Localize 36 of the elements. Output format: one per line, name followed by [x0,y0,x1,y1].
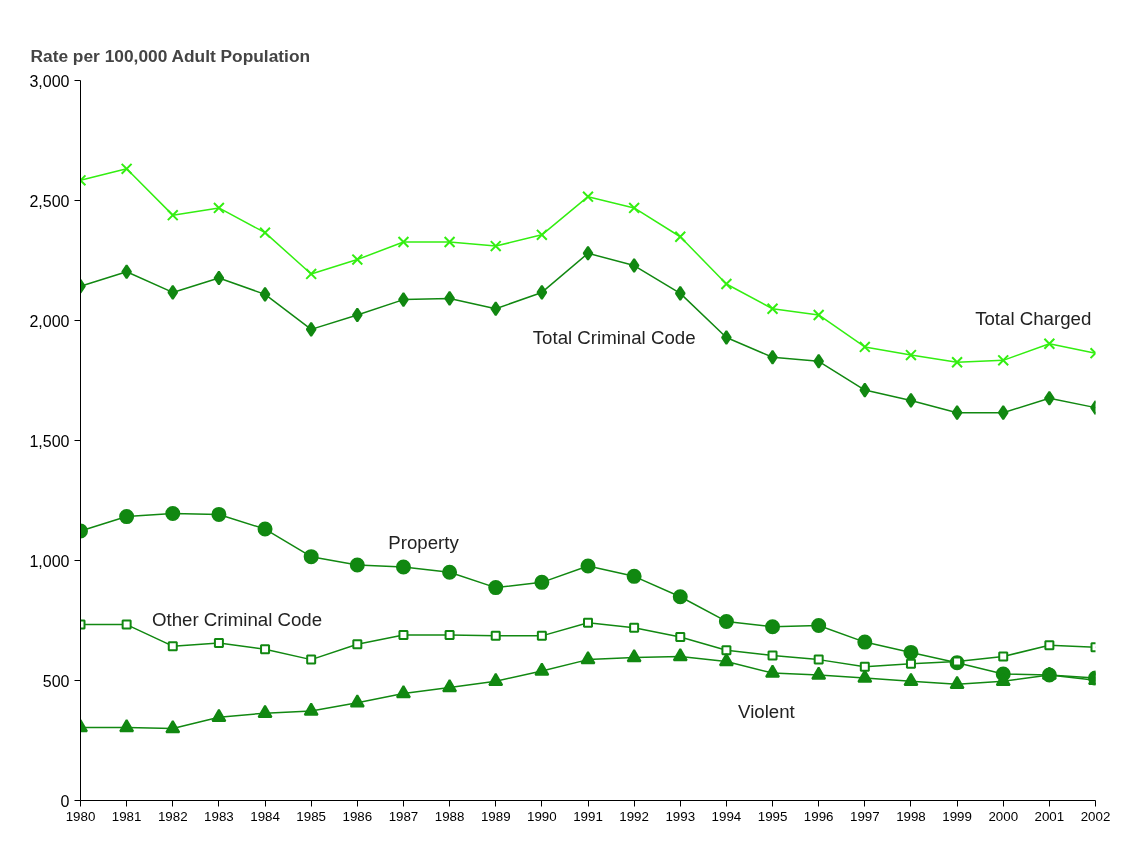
x-tick-label: 1997 [849,808,880,824]
y-tick-label: 500 [42,672,70,690]
x-tick-label: 1998 [896,808,926,824]
x-tick-label: 1999 [942,808,972,824]
x-tick-label: 1993 [665,808,696,824]
y-tick-label: 0 [60,792,70,810]
x-tick-label: 1989 [480,808,511,824]
y-tick-label: 3,000 [29,72,70,90]
series-label: Property [388,531,460,553]
x-tick-label: 2000 [988,808,1019,824]
x-tick-label: 1996 [803,808,834,824]
x-tick-label: 1982 [157,808,188,824]
x-tick-label: 1981 [111,808,142,824]
y-tick-label: 1,000 [29,552,70,570]
series-label: Total Charged [975,307,1092,329]
y-tick-label: 1,500 [29,432,70,450]
x-tick-label: 1983 [204,808,234,824]
x-tick-label: 1990 [527,808,557,824]
x-tick-label: 2001 [1034,808,1065,824]
y-tick-label: 2,500 [29,192,70,210]
series-label: Violent [738,701,796,723]
series-label: Other Criminal Code [152,608,323,630]
x-tick-label: 1985 [296,808,327,824]
series-label: Total Criminal Code [532,327,696,349]
x-tick-label: 1992 [619,808,649,824]
x-tick-label: 1991 [573,808,603,824]
y-tick-label: 2,000 [29,312,70,330]
x-tick-label: 1988 [434,808,465,824]
x-tick-label: 1987 [388,808,419,824]
y-axis-title: Rate per 100,000 Adult Population [30,45,311,66]
x-tick-label: 1995 [757,808,788,824]
x-tick-label: 1986 [342,808,373,824]
x-tick-label: 1984 [250,808,281,824]
x-tick-label: 2002 [1080,808,1111,824]
x-tick-label: 1994 [711,808,742,824]
x-tick-label: 1980 [65,808,96,824]
